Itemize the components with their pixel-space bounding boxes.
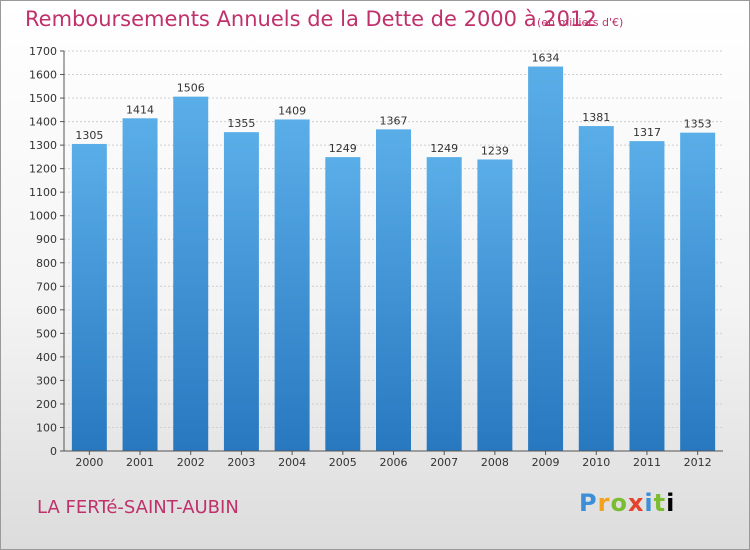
bar-2003 xyxy=(223,132,259,452)
bar-2002 xyxy=(173,96,209,451)
bar-2011 xyxy=(629,141,665,451)
value-label: 1409 xyxy=(278,104,306,117)
x-tick-label: 2003 xyxy=(227,456,255,469)
x-tick-label: 2011 xyxy=(633,456,661,469)
y-tick-label: 1100 xyxy=(29,186,57,199)
bar-2001 xyxy=(122,118,158,451)
y-tick-label: 1200 xyxy=(29,163,57,176)
logo-letter: P xyxy=(579,489,598,517)
axes: 0 100 200 300 400 500 600 700 800 900 1000 1100 1200… xyxy=(29,45,723,469)
value-label: 1414 xyxy=(126,103,154,116)
y-tick-label: 0 xyxy=(50,445,57,458)
y-tick-label: 900 xyxy=(36,233,57,246)
x-tick-label: 2010 xyxy=(582,456,610,469)
bar-2012 xyxy=(680,132,716,451)
y-tick-label: 1600 xyxy=(29,69,57,82)
logo-letter: o xyxy=(610,489,628,517)
bar-2007 xyxy=(426,157,462,451)
x-tick-label: 2009 xyxy=(532,456,560,469)
bar-2008 xyxy=(477,159,513,451)
chart-unit: (en milliers d'€) xyxy=(537,16,624,29)
proxiti-logo: Proxiti xyxy=(579,489,675,517)
value-label: 1381 xyxy=(582,111,610,124)
logo-letter: i xyxy=(666,489,676,517)
y-tick-label: 200 xyxy=(36,398,57,411)
x-tick-label: 2007 xyxy=(430,456,458,469)
value-label: 1353 xyxy=(684,118,712,131)
x-tick-label: 2008 xyxy=(481,456,509,469)
logo-letter: t xyxy=(653,489,667,517)
chart-title: Remboursements Annuels de la Dette de 20… xyxy=(25,7,597,31)
x-tick-label: 2000 xyxy=(75,456,103,469)
bar-2005 xyxy=(325,157,361,451)
bar-2010 xyxy=(578,126,614,451)
x-tick-label: 2006 xyxy=(380,456,408,469)
bar-2004 xyxy=(274,119,310,452)
y-tick-label: 800 xyxy=(36,257,57,270)
x-tick-label: 2004 xyxy=(278,456,306,469)
bar-2000 xyxy=(71,143,107,452)
commune-name: LA FERTé-SAINT-AUBIN xyxy=(37,497,239,518)
value-label: 1249 xyxy=(329,142,357,155)
y-tick-label: 1400 xyxy=(29,116,57,129)
value-label: 1239 xyxy=(481,144,509,157)
value-label: 1355 xyxy=(227,117,255,130)
x-tick-label: 2012 xyxy=(684,456,712,469)
logo-letter: r xyxy=(597,489,611,517)
y-tick-label: 500 xyxy=(36,327,57,340)
x-tick-label: 2002 xyxy=(177,456,205,469)
value-label: 1634 xyxy=(532,52,560,65)
y-tick-label: 300 xyxy=(36,374,57,387)
y-tick-label: 1700 xyxy=(29,45,57,58)
x-tick-label: 2001 xyxy=(126,456,154,469)
value-label: 1367 xyxy=(380,114,408,127)
value-label: 1506 xyxy=(177,82,205,95)
value-label: 1249 xyxy=(430,142,458,155)
value-label: 1317 xyxy=(633,126,661,139)
logo-letter: i xyxy=(644,489,654,517)
y-tick-label: 700 xyxy=(36,280,57,293)
logo-letter: x xyxy=(627,489,645,517)
y-tick-label: 1300 xyxy=(29,139,57,152)
bars: 1305 1414 1506 1355 1409 1249 1367 1249 1239 1634… xyxy=(71,52,716,452)
bar-2006 xyxy=(376,129,411,451)
y-tick-label: 1000 xyxy=(29,210,57,223)
value-label: 1305 xyxy=(75,129,103,142)
y-tick-label: 100 xyxy=(36,421,57,434)
y-tick-label: 400 xyxy=(36,351,57,364)
bar-2009 xyxy=(528,66,564,451)
y-tick-label: 600 xyxy=(36,304,57,317)
x-tick-label: 2005 xyxy=(329,456,357,469)
y-tick-label: 1500 xyxy=(29,92,57,105)
